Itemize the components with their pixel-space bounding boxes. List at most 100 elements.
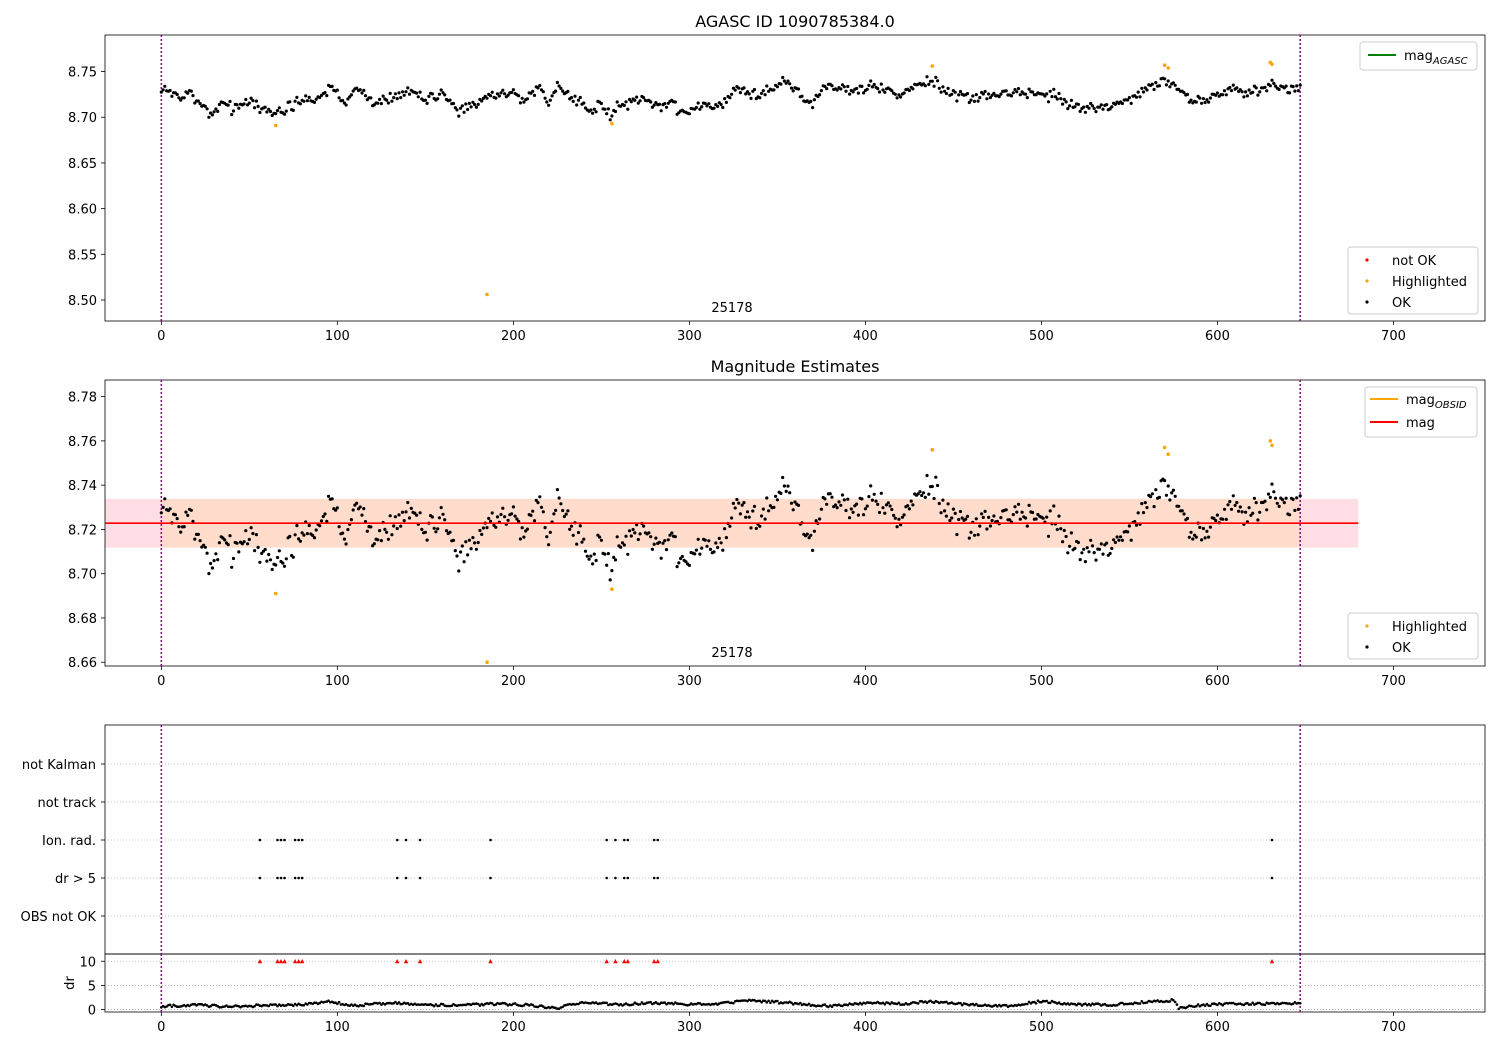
ok-point: [1254, 501, 1258, 505]
ok-point: [1244, 510, 1248, 514]
ok-point: [186, 513, 190, 518]
ok-point: [532, 93, 537, 97]
ok-point: [981, 92, 985, 96]
ok-point: [439, 88, 443, 92]
ok-point: [983, 89, 987, 94]
ok-point: [774, 494, 778, 498]
ok-point: [432, 526, 436, 530]
agasc-axis-ticks: 0 100 200 300 400 500 600 700 8.50 8.55 8.60 8.65 8.…: [68, 66, 1406, 344]
flag-event: [489, 876, 492, 880]
ok-point: [972, 99, 977, 103]
ok-point: [716, 545, 720, 550]
ok-point: [939, 90, 943, 94]
dr-point: [561, 1005, 564, 1009]
flag-row-label: dr > 5: [55, 872, 96, 887]
ok-point: [969, 98, 973, 102]
ok-point: [1277, 504, 1281, 508]
ok-point: [1129, 101, 1133, 105]
ok-point: [522, 535, 526, 539]
dr-point: [932, 1001, 936, 1004]
ok-point: [895, 525, 899, 529]
ok-point: [599, 538, 604, 542]
ok-point: [988, 524, 993, 528]
dr-point: [1177, 1007, 1180, 1011]
ok-point: [767, 509, 771, 513]
ok-point: [1177, 504, 1181, 508]
ok-point: [659, 109, 663, 113]
ok-point: [244, 97, 248, 102]
ok-point: [865, 87, 869, 91]
dr-clip-marker: [488, 959, 493, 964]
highlighted-point: [610, 121, 614, 126]
ok-point: [999, 92, 1003, 96]
ok-point: [423, 530, 427, 534]
ok-point: [231, 109, 236, 113]
ok-point: [557, 84, 561, 88]
ok-point: [1041, 516, 1045, 520]
ok-point: [955, 99, 959, 103]
ok-point: [848, 516, 852, 520]
ok-point: [708, 547, 713, 552]
ok-point: [855, 86, 859, 91]
ok-point: [626, 107, 630, 111]
ok-point: [932, 84, 936, 88]
ok-point: [566, 89, 570, 93]
ok-point: [765, 84, 769, 88]
dr-point: [767, 999, 770, 1003]
ok-point: [869, 484, 873, 488]
dr-point: [1027, 1000, 1031, 1004]
ok-point: [573, 94, 577, 98]
ok-point: [1293, 89, 1297, 93]
dr-clip-marker: [613, 959, 618, 964]
ok-point: [1298, 494, 1302, 498]
ok-point: [423, 98, 427, 102]
ok-point: [789, 501, 794, 505]
ok-point: [518, 101, 523, 105]
panel-title-estimates: Magnitude Estimates: [711, 357, 880, 376]
dr-clip-marker: [403, 959, 409, 964]
dr-clip-marker: [278, 959, 284, 964]
ok-point: [1134, 523, 1139, 527]
ok-point: [231, 556, 236, 561]
ok-point: [388, 91, 392, 95]
y-tick-label: 8.76: [68, 435, 97, 450]
ok-point: [1170, 491, 1174, 495]
dr-point: [1258, 1001, 1261, 1005]
dr-clip-marker: [604, 959, 609, 964]
ok-point: [1092, 551, 1096, 555]
ok-point: [622, 103, 626, 107]
ok-point: [958, 509, 963, 514]
ok-point: [605, 112, 609, 116]
obsid-label-top: 25178: [711, 301, 752, 316]
dr-point: [1140, 1000, 1144, 1003]
ok-point: [972, 533, 977, 537]
ok-point: [877, 90, 882, 94]
ok-point: [944, 91, 949, 96]
ok-point: [207, 115, 211, 119]
ok-point: [906, 504, 910, 508]
x-tick-label: 700: [1381, 674, 1406, 689]
ok-point: [1090, 104, 1095, 108]
ok-point: [503, 515, 507, 519]
ok-point: [1205, 529, 1209, 533]
ok-point: [791, 508, 795, 512]
ok-point: [207, 572, 211, 576]
ok-point: [937, 86, 941, 90]
ok-point: [360, 513, 364, 517]
ok-point: [203, 104, 207, 108]
ok-point: [876, 87, 880, 91]
ok-point: [1238, 505, 1242, 509]
dr-point: [337, 1000, 341, 1004]
flag-event: [614, 876, 617, 880]
ok-point: [907, 88, 912, 93]
dr-point: [698, 1002, 702, 1005]
ok-point: [767, 89, 771, 93]
ok-point: [511, 88, 515, 92]
flag-row-label: not Kalman: [22, 758, 96, 773]
highlighted-point: [930, 447, 935, 452]
ok-point: [402, 519, 406, 523]
ok-point: [1214, 93, 1218, 97]
flag-event: [258, 838, 262, 842]
dr-point: [1026, 1002, 1029, 1006]
ok-point: [485, 526, 489, 530]
